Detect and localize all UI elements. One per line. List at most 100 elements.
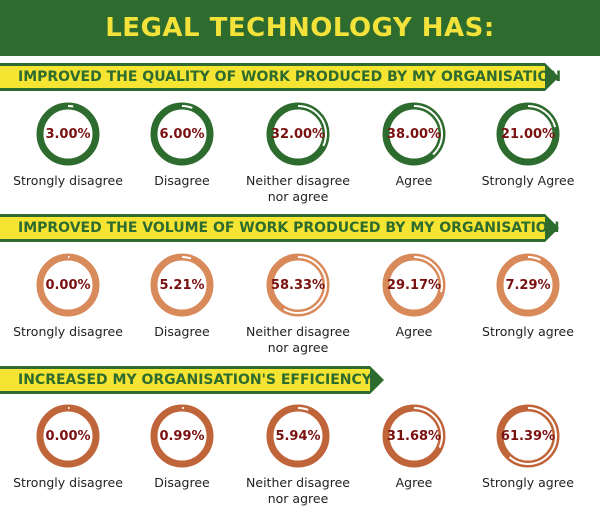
stat-item: 61.39% Strongly agree	[470, 403, 586, 491]
response-label: Neither disagree nor agree	[246, 173, 350, 204]
response-label: Strongly disagree	[13, 475, 123, 490]
percentage-value: 58.33%	[270, 277, 326, 293]
ring-chart	[150, 253, 214, 317]
stat-item: 5.94% Neither disagree nor agree	[240, 403, 356, 507]
percentage-value: 5.94%	[275, 428, 321, 444]
header-banner: LEGAL TECHNOLOGY HAS:	[0, 0, 600, 56]
response-label: Agree	[395, 173, 433, 188]
response-label: Strongly disagree	[13, 324, 123, 339]
ring-value-arc	[385, 105, 443, 163]
response-label: Agree	[395, 324, 433, 339]
ring-value-arc	[499, 407, 557, 465]
progress-ring: 5.94%	[265, 403, 331, 469]
ring-value-arc	[269, 407, 327, 465]
ring-chart	[36, 253, 100, 317]
stat-item: 5.21% Disagree	[124, 252, 240, 340]
ring-chart	[496, 404, 560, 468]
response-label: Strongly agree	[482, 475, 574, 490]
ring-chart	[266, 253, 330, 317]
ring-chart	[382, 404, 446, 468]
section-items-efficiency: 0.00% Strongly disagree 0.99% Disagree 5.94%…	[0, 403, 600, 513]
stat-item: 31.68% Agree	[356, 403, 472, 491]
ring-chart	[496, 102, 560, 166]
response-label: Strongly disagree	[13, 173, 123, 188]
response-label: Agree	[395, 475, 433, 490]
response-label: Neither disagree nor agree	[246, 475, 350, 506]
progress-ring: 29.17%	[381, 252, 447, 318]
progress-ring: 32.00%	[265, 101, 331, 167]
ring-value-arc	[269, 256, 327, 314]
ring-value-arc	[385, 256, 443, 314]
section-items-quality: 3.00% Strongly disagree 6.00% Disagree 32.00…	[0, 101, 600, 211]
stat-item: 38.00% Agree	[356, 101, 472, 189]
percentage-value: 61.39%	[500, 428, 556, 444]
stat-item: 0.99% Disagree	[124, 403, 240, 491]
ring-chart	[382, 102, 446, 166]
progress-ring: 6.00%	[149, 101, 215, 167]
percentage-value: 5.21%	[159, 277, 205, 293]
ring-value-arc	[499, 105, 557, 163]
response-label: Strongly Agree	[481, 173, 575, 188]
response-label: Neither disagree nor agree	[246, 324, 350, 355]
percentage-value: 21.00%	[500, 126, 556, 142]
percentage-value: 3.00%	[45, 126, 91, 142]
ring-chart	[150, 404, 214, 468]
section-banner-volume: IMPROVED THE VOLUME OF WORK PRODUCED BY …	[0, 214, 559, 242]
progress-ring: 0.00%	[35, 403, 101, 469]
ring-value-arc	[39, 105, 97, 163]
ring-chart	[382, 253, 446, 317]
ring-chart	[496, 253, 560, 317]
response-label: Disagree	[154, 173, 210, 188]
percentage-value: 31.68%	[386, 428, 442, 444]
ring-value-arc	[385, 407, 443, 465]
response-label: Strongly agree	[482, 324, 574, 339]
ring-value-arc	[39, 407, 97, 465]
section-title: INCREASED MY ORGANISATION'S EFFICIENCY	[18, 372, 372, 388]
percentage-value: 29.17%	[386, 277, 442, 293]
ring-value-arc	[153, 105, 211, 163]
section-banner-efficiency: INCREASED MY ORGANISATION'S EFFICIENCY	[0, 366, 384, 394]
percentage-value: 32.00%	[270, 126, 326, 142]
section-title: IMPROVED THE QUALITY OF WORK PRODUCED BY…	[18, 69, 562, 85]
stat-item: 29.17% Agree	[356, 252, 472, 340]
ring-chart	[266, 404, 330, 468]
section-title: IMPROVED THE VOLUME OF WORK PRODUCED BY …	[18, 220, 560, 236]
stat-item: 58.33% Neither disagree nor agree	[240, 252, 356, 356]
ring-chart	[150, 102, 214, 166]
response-label: Disagree	[154, 324, 210, 339]
percentage-value: 0.00%	[45, 277, 91, 293]
stat-item: 0.00% Strongly disagree	[10, 403, 126, 491]
percentage-value: 0.00%	[45, 428, 91, 444]
progress-ring: 0.00%	[35, 252, 101, 318]
percentage-value: 7.29%	[505, 277, 551, 293]
ring-chart	[266, 102, 330, 166]
ring-chart	[36, 102, 100, 166]
page-title: LEGAL TECHNOLOGY HAS:	[105, 13, 495, 43]
stat-item: 21.00% Strongly Agree	[470, 101, 586, 189]
progress-ring: 38.00%	[381, 101, 447, 167]
progress-ring: 21.00%	[495, 101, 561, 167]
progress-ring: 58.33%	[265, 252, 331, 318]
progress-ring: 7.29%	[495, 252, 561, 318]
percentage-value: 38.00%	[386, 126, 442, 142]
ring-value-arc	[269, 105, 327, 163]
stat-item: 32.00% Neither disagree nor agree	[240, 101, 356, 205]
ring-chart	[36, 404, 100, 468]
progress-ring: 31.68%	[381, 403, 447, 469]
ring-value-arc	[499, 256, 557, 314]
stat-item: 0.00% Strongly disagree	[10, 252, 126, 340]
ring-value-arc	[153, 256, 211, 314]
progress-ring: 0.99%	[149, 403, 215, 469]
progress-ring: 5.21%	[149, 252, 215, 318]
stat-item: 7.29% Strongly agree	[470, 252, 586, 340]
section-banner-quality: IMPROVED THE QUALITY OF WORK PRODUCED BY…	[0, 63, 561, 91]
stat-item: 6.00% Disagree	[124, 101, 240, 189]
stat-item: 3.00% Strongly disagree	[10, 101, 126, 189]
progress-ring: 61.39%	[495, 403, 561, 469]
section-items-volume: 0.00% Strongly disagree 5.21% Disagree 58.33…	[0, 252, 600, 362]
ring-value-arc	[39, 256, 97, 314]
percentage-value: 6.00%	[159, 126, 205, 142]
response-label: Disagree	[154, 475, 210, 490]
percentage-value: 0.99%	[159, 428, 205, 444]
progress-ring: 3.00%	[35, 101, 101, 167]
